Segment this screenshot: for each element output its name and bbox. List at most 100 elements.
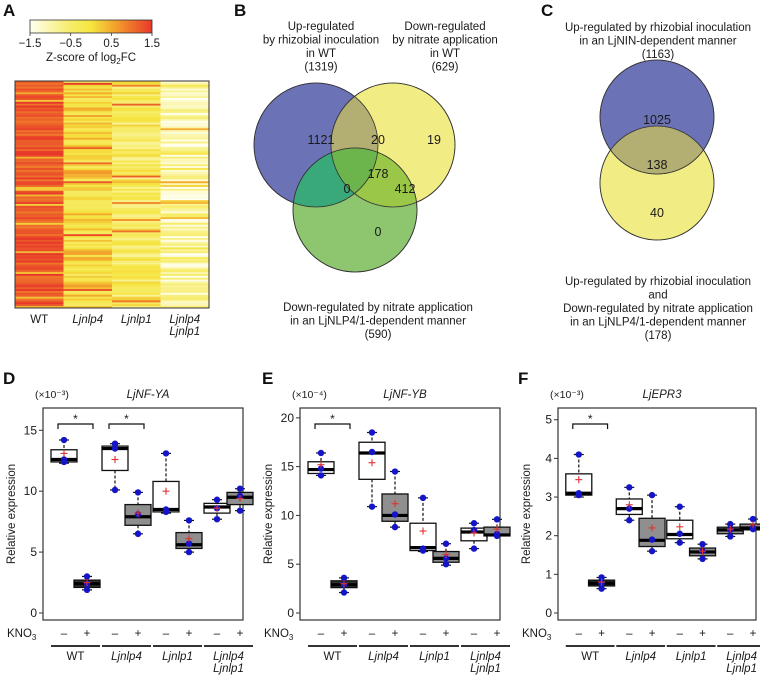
- treatment-mark: –: [727, 628, 734, 640]
- heatmap-cell: [15, 238, 64, 241]
- colorbar-tick-label: −0.5: [59, 38, 82, 50]
- heatmap-cell: [15, 281, 64, 284]
- heatmap-cell: [160, 113, 210, 116]
- heatmap-cell: [160, 186, 210, 190]
- heatmap-cell: [112, 275, 161, 279]
- heatmap-cell: [15, 196, 64, 199]
- heatmap-cell: [112, 213, 161, 216]
- heatmap-cell: [15, 160, 64, 163]
- data-point: [575, 491, 582, 499]
- y-tick-label: 3: [545, 490, 552, 504]
- panel-letter-f: F: [518, 369, 528, 388]
- heatmap-cell: [63, 122, 113, 125]
- heatmap-cell: [63, 139, 113, 142]
- heatmap-cell: [160, 304, 210, 307]
- treatment-mark: –: [369, 628, 376, 640]
- heatmap-cell: [160, 292, 210, 296]
- heatmap-cell: [112, 222, 161, 226]
- group-label: Ljnlp4: [726, 651, 757, 663]
- heatmap-cell: [160, 264, 210, 267]
- heatmap-cell: [112, 258, 161, 262]
- heatmap-cell: [63, 256, 113, 260]
- heatmap-cell: [63, 251, 113, 254]
- heatmap-cell: [160, 101, 210, 105]
- heatmap-cell: [15, 156, 64, 159]
- heatmap-cell: [160, 135, 210, 139]
- heatmap-cell: [15, 166, 64, 169]
- heatmap-cell: [15, 194, 64, 197]
- heatmap-cell: [112, 84, 161, 88]
- treatment-mark: +: [494, 628, 501, 640]
- heatmap-cell: [63, 183, 113, 186]
- heatmap-cell: [63, 181, 113, 184]
- heatmap-cell: [160, 243, 210, 246]
- heatmap-cell: [160, 266, 210, 269]
- heatmap-cell: [15, 190, 64, 194]
- venn-count-overlap-1-2: 20: [371, 133, 385, 147]
- heatmap-cell: [15, 230, 64, 233]
- heatmap-cell: [63, 232, 113, 235]
- heatmap-cell: [15, 107, 64, 110]
- heatmap-cell: [15, 168, 64, 171]
- heatmap-cell: [15, 211, 64, 214]
- heatmap-cell: [112, 196, 161, 199]
- heatmap-cell: [112, 264, 161, 267]
- venn-count-overlap-1-3: 0: [344, 182, 351, 196]
- heatmap-cell: [15, 298, 64, 301]
- heatmap-cell: [15, 162, 64, 165]
- panel-letter-c: C: [541, 1, 553, 20]
- heatmap-cell: [112, 168, 161, 171]
- heatmap-cell: [160, 245, 210, 248]
- heatmap-cell: [112, 94, 161, 97]
- data-point: [111, 440, 119, 447]
- heatmap-cell: [112, 285, 161, 288]
- venn-set-label-rhizobial-wt: by rhizobial inoculation: [263, 35, 379, 47]
- treatment-mark: –: [112, 628, 119, 640]
- venn-overlap: [600, 126, 714, 174]
- heatmap-cell: [63, 120, 113, 124]
- heatmap-cell: [112, 270, 161, 273]
- heatmap-cell: [112, 99, 161, 103]
- venn-outline: [292, 147, 418, 273]
- heatmap-cell: [15, 268, 64, 271]
- venn-set-label-nitrate-wt: by nitrate application: [392, 35, 497, 47]
- data-point: [60, 458, 68, 466]
- data-point: [598, 574, 605, 581]
- heatmap-cell: [63, 103, 113, 106]
- heatmap-cell: [112, 132, 161, 135]
- colorbar-tick-label: 0.5: [103, 38, 119, 50]
- heatmap-cell: [63, 130, 113, 133]
- heatmap-cell: [15, 247, 64, 250]
- heatmap-cell: [112, 260, 161, 263]
- heatmap-cell: [15, 96, 64, 99]
- venn-b: 1121 20 19 178 0 412 0 Up-regulated by rhizobial…: [253, 21, 498, 341]
- heatmap-cell: [112, 281, 161, 284]
- treatment-mark: +: [341, 628, 348, 640]
- heatmap-cell: [160, 115, 210, 118]
- heatmap-cell: [63, 194, 113, 197]
- heatmap-cell: [15, 217, 64, 220]
- heatmap-cell: [15, 143, 64, 146]
- heatmap-cell: [160, 168, 210, 171]
- heatmap-cell: [112, 255, 161, 258]
- heatmap-cell: [160, 139, 210, 142]
- data-point: [185, 540, 193, 547]
- venn-set-label-nitrate-nlp: (590): [365, 329, 392, 341]
- treatment-mark: +: [237, 628, 244, 640]
- heatmap-cell: [15, 116, 64, 120]
- heatmap-cell: [112, 262, 161, 265]
- heatmap-cell: [63, 234, 113, 237]
- heatmap-cell: [112, 228, 161, 231]
- heatmap-cell: [160, 169, 210, 173]
- y-tick-label: 2: [545, 529, 552, 543]
- heatmap-cell: [112, 139, 161, 142]
- heatmap-cell: [63, 228, 113, 231]
- heatmap-cell: [15, 228, 64, 231]
- y-tick-label: 10: [24, 484, 38, 498]
- treatment-mark: +: [392, 628, 399, 640]
- heatmap-cell: [15, 279, 64, 282]
- heatmap-cell: [63, 135, 113, 139]
- venn-outline: [253, 82, 379, 208]
- heatmap-cell: [15, 135, 64, 139]
- heatmap-cell: [160, 209, 210, 212]
